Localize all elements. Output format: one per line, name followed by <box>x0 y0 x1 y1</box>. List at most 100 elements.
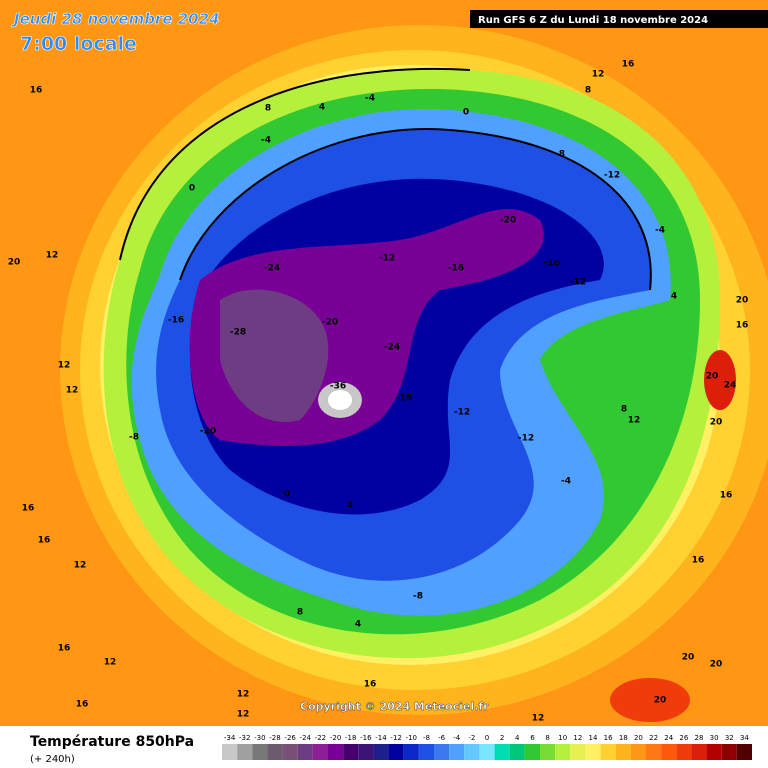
color-swatch <box>358 744 374 760</box>
scale-label: -28 <box>269 734 280 742</box>
contour-label: -16 <box>544 259 560 269</box>
scale-label: -26 <box>284 734 296 742</box>
scale-label: 18 <box>619 734 628 742</box>
contour-label: -20 <box>322 318 338 328</box>
color-swatch <box>479 744 495 760</box>
contour-label: 16 <box>38 536 51 546</box>
color-swatch <box>403 744 419 760</box>
contour-label: -16 <box>168 316 184 326</box>
scale-label: 0 <box>485 734 489 742</box>
color-swatch <box>222 744 238 760</box>
contour-label: 12 <box>104 658 117 668</box>
scale-label: 10 <box>558 734 567 742</box>
lead-time: (+ 240h) <box>30 754 75 765</box>
scale-label: 30 <box>710 734 719 742</box>
scale-label: -24 <box>300 734 312 742</box>
color-swatch <box>570 744 586 760</box>
color-swatch <box>585 744 601 760</box>
contour-label: 12 <box>58 361 71 371</box>
color-swatch <box>615 744 631 760</box>
contour-label: 12 <box>532 714 545 724</box>
contour-label: 16 <box>364 680 377 690</box>
scale-label: -14 <box>375 734 387 742</box>
scale-label: 8 <box>545 734 549 742</box>
copyright: Copyright © 2024 Meteociel.fr <box>300 700 489 713</box>
color-swatch <box>343 744 359 760</box>
scale-label: -8 <box>423 734 430 742</box>
color-swatch <box>267 744 283 760</box>
contour-label: 16 <box>622 60 635 70</box>
contour-label: -28 <box>230 328 246 338</box>
contour-label: 0 <box>284 490 290 500</box>
contour-label: -8 <box>413 592 423 602</box>
scale-label: 14 <box>589 734 598 742</box>
contour-label: 20 <box>710 660 723 670</box>
contour-label: -12 <box>454 408 470 418</box>
contour-label: 16 <box>30 86 43 96</box>
contour-label: 20 <box>654 696 667 706</box>
contour-label: 12 <box>628 416 641 426</box>
color-swatch <box>312 744 328 760</box>
contour-label: 8 <box>585 86 591 96</box>
contour-labels: 16 12 20 12 12 16 16 12 16 12 16 12 12 16 12 20 20 20 16 16… <box>8 60 749 724</box>
color-swatch <box>706 744 722 760</box>
scale-label: -30 <box>254 734 265 742</box>
contour-label: 20 <box>710 418 723 428</box>
color-swatch <box>736 744 752 760</box>
color-swatch <box>434 744 450 760</box>
color-swatch <box>600 744 616 760</box>
color-swatch <box>449 744 465 760</box>
contour-label: 16 <box>692 556 705 566</box>
contour-label: 12 <box>237 690 250 700</box>
contour-label: -8 <box>555 150 565 160</box>
run-box <box>470 10 768 28</box>
contour-label: -20 <box>500 216 516 226</box>
contour-label: 8 <box>621 405 627 415</box>
scale-label: -34 <box>224 734 236 742</box>
color-swatch <box>464 744 480 760</box>
color-swatch <box>630 744 646 760</box>
color-swatch <box>646 744 662 760</box>
scale-label: -16 <box>360 734 372 742</box>
color-swatch <box>328 744 344 760</box>
scale-label: 12 <box>573 734 582 742</box>
contour-label: -4 <box>261 136 271 146</box>
scale-label: 34 <box>740 734 749 742</box>
contour-label: 12 <box>237 710 250 720</box>
contour-label: -4 <box>655 226 665 236</box>
contour-label: -4 <box>561 477 571 487</box>
color-swatch <box>555 744 571 760</box>
contour-label: -12 <box>518 434 534 444</box>
contour-label: 20 <box>706 372 719 382</box>
contour-label: -24 <box>384 343 400 353</box>
scale-label: 4 <box>515 734 520 742</box>
color-swatch <box>388 744 404 760</box>
color-swatch <box>418 744 434 760</box>
contour-label: 16 <box>720 491 733 501</box>
scale-label: -12 <box>390 734 401 742</box>
color-swatch <box>494 744 510 760</box>
contour-label: -4 <box>365 94 375 104</box>
scale-label: 28 <box>695 734 704 742</box>
color-swatch <box>282 744 298 760</box>
color-swatch <box>661 744 677 760</box>
scale-label: 2 <box>500 734 504 742</box>
contour-label: -16 <box>448 264 464 274</box>
contour-label: 20 <box>736 296 749 306</box>
contour-label: 12 <box>66 386 79 396</box>
contour-label: 4 <box>319 103 325 113</box>
contour-label: -24 <box>264 264 280 274</box>
scale-label: 20 <box>634 734 643 742</box>
scale-label: -6 <box>438 734 446 742</box>
scale-label: -4 <box>453 734 461 742</box>
contour-label: 20 <box>8 258 21 268</box>
scale-label: -10 <box>406 734 417 742</box>
color-swatch <box>373 744 389 760</box>
scale-label: 32 <box>725 734 734 742</box>
contour-label: 4 <box>347 501 353 511</box>
scale-label: 16 <box>604 734 613 742</box>
scale-label: 22 <box>649 734 658 742</box>
contour-label: -36 <box>330 382 346 392</box>
scale-label: -22 <box>315 734 326 742</box>
contour-label: 20 <box>682 653 695 663</box>
